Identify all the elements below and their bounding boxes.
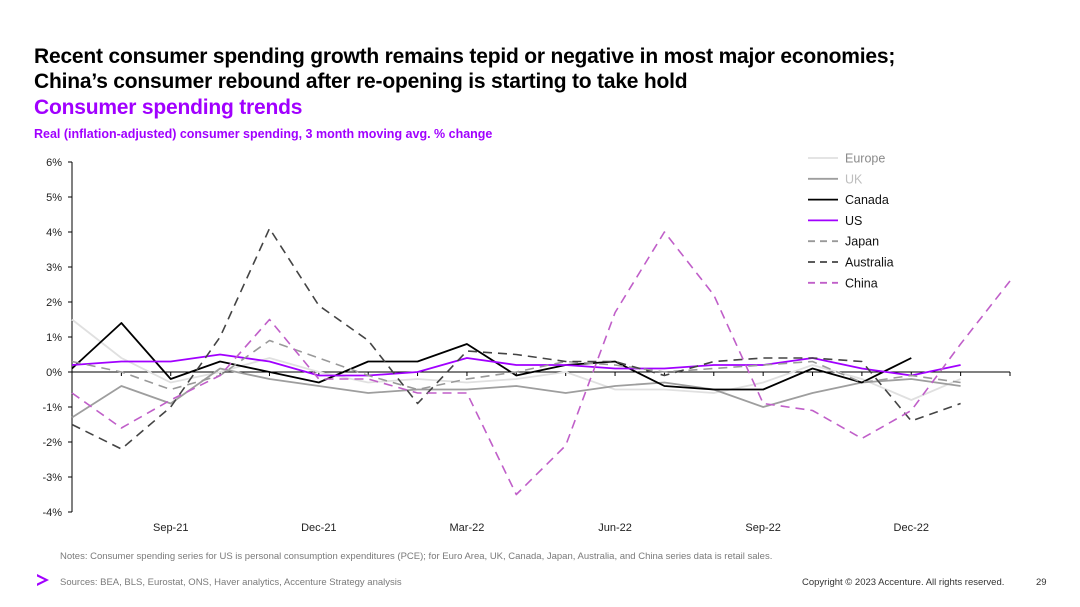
series-line-canada xyxy=(71,322,912,391)
y-tick-label: 2% xyxy=(46,297,62,309)
legend-label-uk: UK xyxy=(845,172,863,186)
y-tick-label: 3% xyxy=(46,262,62,274)
y-tick-label: -2% xyxy=(42,437,62,449)
y-tick-label: 5% xyxy=(46,192,62,204)
x-tick-label: Sep-22 xyxy=(745,522,780,534)
x-tick-label: Dec-22 xyxy=(894,522,929,534)
series-line-europe xyxy=(71,318,961,401)
y-tick-label: 1% xyxy=(46,332,62,344)
copyright: Copyright © 2023 Accenture. All rights r… xyxy=(802,577,1005,588)
page-number: 29 xyxy=(1036,577,1047,588)
y-tick-label: -1% xyxy=(42,402,62,414)
chart-caption: Real (inflation-adjusted) consumer spend… xyxy=(34,127,493,141)
legend-label-europe: Europe xyxy=(845,152,885,166)
y-tick-label: 6% xyxy=(46,157,62,169)
headline-line-2: China’s consumer rebound after re-openin… xyxy=(34,70,688,93)
chart-title: Consumer spending trends xyxy=(34,96,303,119)
accenture-logo-icon xyxy=(37,574,49,586)
series-line-china xyxy=(71,231,1011,496)
consumer-spending-chart: -4% -3% -2% -1% 0% 1% 2% 3% 4% 5% 6% Sep-21 Dec-21 Ma… xyxy=(42,152,1011,534)
x-tick-label: Mar-22 xyxy=(450,522,485,534)
legend-label-canada: Canada xyxy=(845,193,889,207)
y-tick-label: 4% xyxy=(46,227,62,239)
y-tick-label: -3% xyxy=(42,472,62,484)
x-tick-label: Jun-22 xyxy=(598,522,632,534)
series-line-australia xyxy=(71,227,961,450)
headline: Recent consumer spending growth remains … xyxy=(34,44,1054,94)
series-line-uk xyxy=(71,367,961,419)
y-tick-label: 0% xyxy=(46,367,62,379)
x-tick-label: Sep-21 xyxy=(153,522,188,534)
y-tick-label: -4% xyxy=(42,507,62,519)
legend-label-china: China xyxy=(845,276,878,290)
legend-label-australia: Australia xyxy=(845,256,894,270)
legend-label-us: US xyxy=(845,214,862,228)
chart-notes: Notes: Consumer spending series for US i… xyxy=(60,551,773,562)
legend-label-japan: Japan xyxy=(845,235,879,249)
x-tick-label: Dec-21 xyxy=(301,522,336,534)
chart-sources: Sources: BEA, BLS, Eurostat, ONS, Haver … xyxy=(60,577,402,588)
headline-line-1: Recent consumer spending growth remains … xyxy=(34,45,896,68)
